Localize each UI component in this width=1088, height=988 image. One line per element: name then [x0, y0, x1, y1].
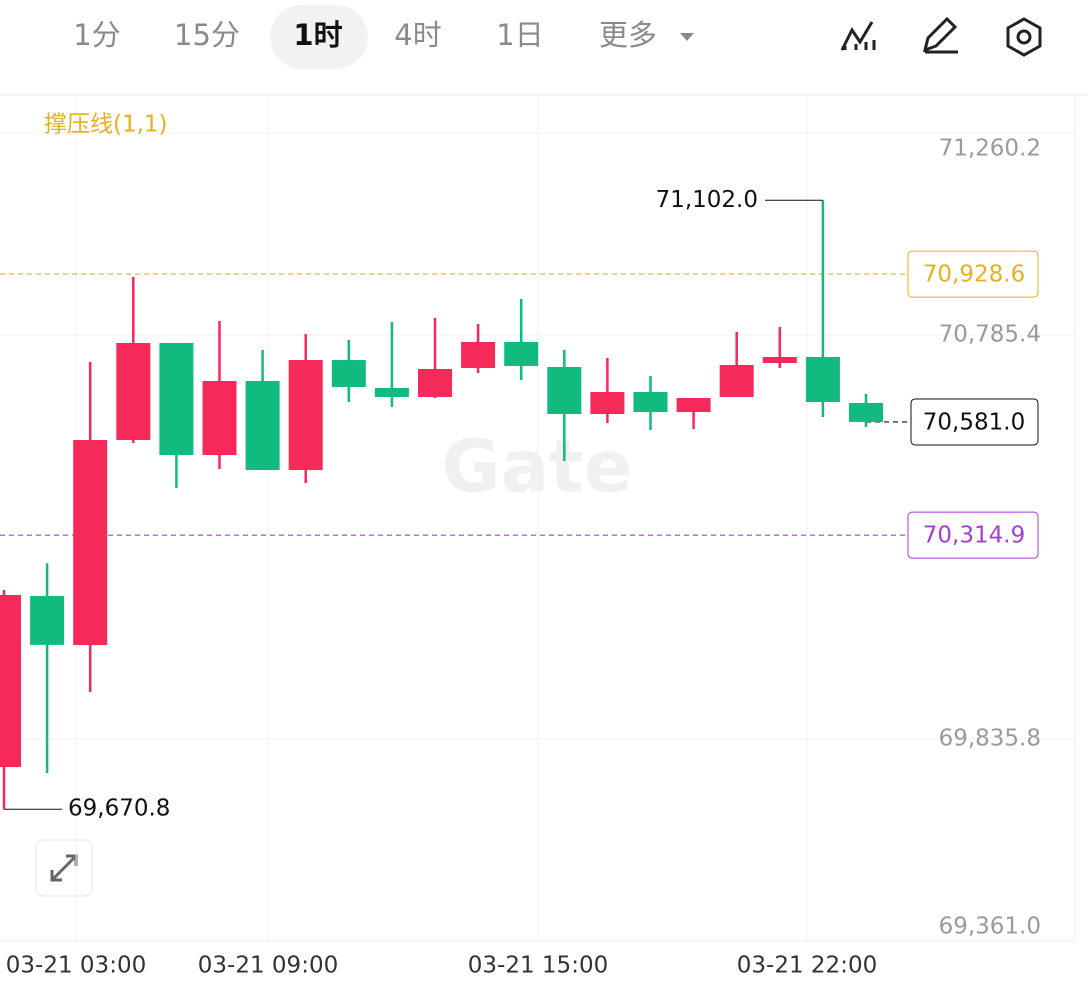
candle-body	[504, 341, 539, 366]
candle-body	[245, 380, 280, 471]
candle-body	[374, 388, 409, 397]
candle-body	[633, 392, 668, 413]
low-label: 69,670.8	[68, 796, 170, 822]
x-tick-label: 03-21 09:00	[198, 953, 338, 979]
draw-icon[interactable]	[922, 16, 958, 54]
candle-body	[547, 366, 582, 414]
candle-body	[202, 380, 237, 456]
price-tag	[910, 398, 1039, 446]
timeframe-tab[interactable]: 15分	[174, 18, 240, 52]
watermark: Gate	[442, 425, 633, 509]
candle-body	[849, 402, 883, 422]
y-tick-label: 71,260.2	[939, 136, 1041, 162]
timeframe-tab[interactable]: 1分	[73, 18, 120, 52]
x-tick-label: 03-21 15:00	[468, 953, 608, 979]
more-caret[interactable]	[680, 33, 694, 41]
price-tag-label: 70,928.6	[923, 262, 1025, 288]
active-tab-bg	[270, 5, 368, 69]
price-tag	[907, 511, 1039, 559]
candle-body	[0, 594, 21, 767]
candle-body	[331, 360, 366, 387]
candle-body	[590, 392, 625, 414]
candle-body	[461, 341, 496, 369]
timeframe-tab[interactable]: 1日	[496, 18, 543, 52]
price-tag-label: 70,581.0	[923, 409, 1025, 435]
settings-icon[interactable]	[1006, 17, 1042, 57]
y-tick-label: 70,785.4	[939, 321, 1041, 347]
candle-body	[73, 439, 108, 646]
candle-body	[762, 356, 797, 363]
settings-icon-dot	[1016, 29, 1032, 45]
candle-body	[805, 356, 840, 403]
timeframe-tab[interactable]: 更多	[599, 18, 657, 52]
candle-body	[418, 368, 452, 397]
expand-button[interactable]	[35, 839, 93, 897]
candle-body	[30, 595, 65, 645]
indicator-icon[interactable]	[840, 21, 876, 51]
price-tag	[907, 250, 1039, 298]
timeframe-tab[interactable]: 1时	[293, 18, 342, 52]
price-tag-label: 70,314.9	[923, 523, 1025, 549]
toolbar-icons	[840, 16, 1042, 57]
timeframe-tab[interactable]: 4时	[394, 18, 441, 52]
candle-body	[719, 364, 754, 397]
candle-body	[288, 360, 323, 471]
candle-body	[159, 342, 194, 456]
candle-body	[116, 342, 151, 440]
high-label: 71,102.0	[656, 187, 758, 213]
y-tick-label: 69,835.8	[939, 725, 1041, 751]
x-tick-label: 03-21 22:00	[737, 953, 877, 979]
y-tick-label: 69,361.0	[939, 914, 1041, 940]
x-tick-label: 03-21 03:00	[6, 953, 146, 979]
indicator-label: 撑压线(1,1)	[44, 112, 168, 138]
candle-body	[676, 398, 711, 413]
